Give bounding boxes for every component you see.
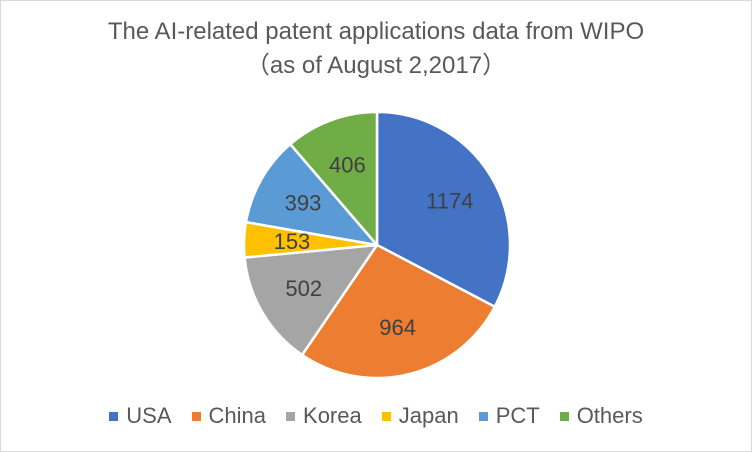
chart-title: The AI-related patent applications data … [1, 15, 751, 83]
pie-slice-china [300, 243, 497, 380]
pie-slice-pct [244, 142, 379, 247]
data-label-others: 406 [329, 153, 366, 178]
legend-item-usa: USA [109, 403, 172, 429]
chart-legend: USA China Korea Japan PCT Others [1, 403, 751, 429]
legend-swatch-usa [109, 411, 119, 421]
data-label-usa: 1174 [426, 188, 473, 213]
legend-item-japan: Japan [381, 403, 459, 429]
legend-item-others: Others [559, 403, 643, 429]
chart-title-line-2: （as of August 2,2017） [245, 52, 507, 79]
legend-item-pct: PCT [478, 403, 540, 429]
data-label-japan: 153 [274, 229, 311, 254]
legend-swatch-others [559, 411, 569, 421]
legend-label-others: Others [576, 403, 643, 428]
legend-label-china: China [208, 403, 267, 428]
legend-label-usa: USA [126, 403, 172, 428]
pie-slice-korea [243, 243, 379, 357]
data-label-korea: 502 [285, 276, 322, 301]
legend-swatch-pct [478, 411, 488, 421]
legend-swatch-korea [286, 411, 296, 421]
legend-item-korea: Korea [286, 403, 362, 429]
legend-label-korea: Korea [303, 403, 362, 428]
legend-swatch-japan [381, 411, 391, 421]
legend-swatch-china [191, 411, 201, 421]
legend-label-japan: Japan [398, 403, 459, 428]
chart-title-line-1: The AI-related patent applications data … [107, 18, 645, 45]
legend-label-pct: PCT [495, 403, 540, 428]
data-label-pct: 393 [285, 190, 322, 215]
data-label-china: 964 [379, 315, 416, 340]
pie-slice-others [289, 110, 379, 247]
legend-item-china: China [191, 403, 267, 429]
pie-slice-usa [375, 110, 512, 308]
